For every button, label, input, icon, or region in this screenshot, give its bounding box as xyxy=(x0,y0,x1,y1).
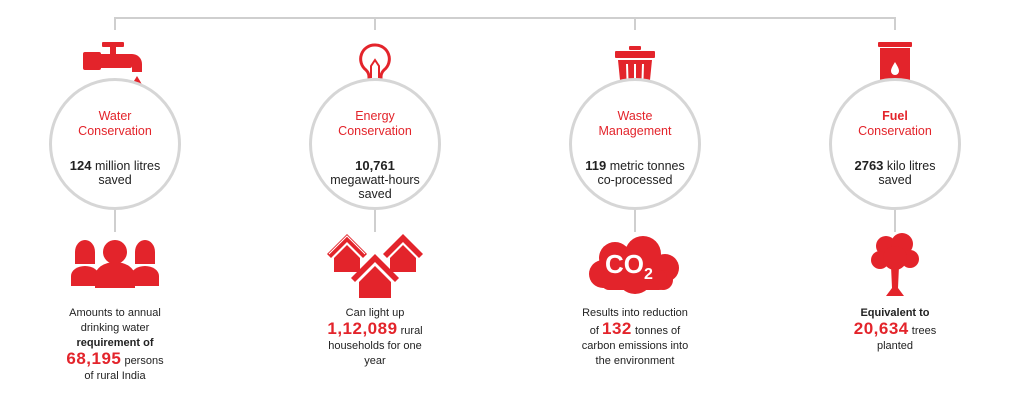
co2-cloud-icon: CO2 xyxy=(585,236,685,296)
water-conservation-column: Water Conservation 124 million litres sa… xyxy=(0,0,235,401)
tree-icon xyxy=(871,233,919,296)
tonnes-count: 132 xyxy=(602,319,632,338)
co2-label: CO2 xyxy=(605,249,653,283)
trees-count: 20,634 xyxy=(853,319,909,338)
houses-icon xyxy=(327,234,423,298)
energy-conservation-column: Energy Conservation 10,761 megawatt-hour… xyxy=(255,0,495,401)
energy-stat: 10,761 megawatt-hours saved xyxy=(330,158,420,202)
water-circle: Water Conservation 124 million litres sa… xyxy=(49,78,181,210)
water-stat: 124 million litres saved xyxy=(69,158,161,188)
fuel-description: Equivalent to 20,634 trees planted xyxy=(853,307,937,352)
energy-title: Energy Conservation xyxy=(338,109,412,138)
waste-title: Waste Management xyxy=(598,109,672,138)
waste-circle: Waste Management 119 metric tonnes co-pr… xyxy=(569,78,701,210)
waste-description: Results into reduction of 132 tonnes of … xyxy=(581,307,689,367)
fuel-conservation-column: Fuel Conservation 2763 kilo litres saved… xyxy=(775,0,1015,401)
fuel-stat: 2763 kilo litres saved xyxy=(854,158,936,188)
waste-management-column: Waste Management 119 metric tonnes co-pr… xyxy=(515,0,755,401)
waste-stat: 119 metric tonnes co-processed xyxy=(585,158,685,188)
people-icon xyxy=(71,240,159,288)
households-count: 1,12,089 xyxy=(327,319,398,338)
persons-count: 68,195 xyxy=(66,349,122,368)
water-description: Amounts to annual drinking water require… xyxy=(66,307,164,382)
energy-circle: Energy Conservation 10,761 megawatt-hour… xyxy=(309,78,441,210)
fuel-circle: Fuel Conservation 2763 kilo litres saved xyxy=(829,78,961,210)
water-title: Water Conservation xyxy=(78,109,152,138)
energy-description: Can light up 1,12,089 rural households f… xyxy=(327,307,423,367)
fuel-title: Fuel Conservation xyxy=(858,109,932,138)
